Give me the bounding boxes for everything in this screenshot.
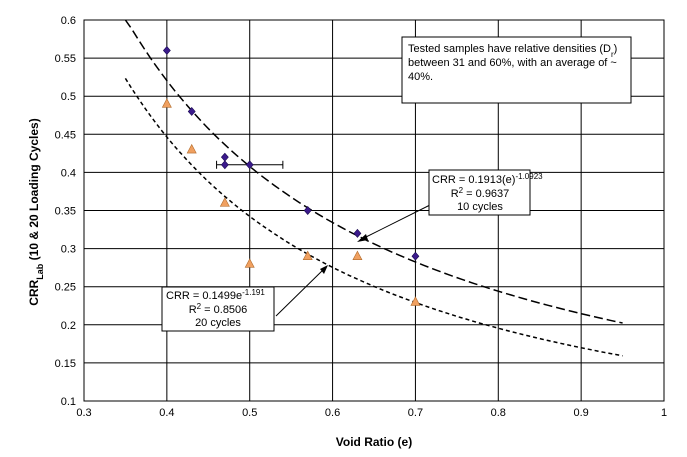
y-tick-label: 0.4 xyxy=(61,167,76,179)
data-point-10-cycles xyxy=(245,160,254,170)
data-point-20-cycles xyxy=(302,250,313,261)
x-tick-label: 0.6 xyxy=(325,407,340,419)
y-tick-label: 0.3 xyxy=(61,244,76,256)
fit-10-r2-r: R xyxy=(451,188,459,200)
y-tick-label: 0.45 xyxy=(55,129,76,141)
fit-curves xyxy=(124,19,623,357)
y-axis-title-sub: Lab xyxy=(35,263,45,280)
fit-20-r2-sup: 2 xyxy=(197,302,202,311)
note-line-1-text: Tested samples have relative densities (… xyxy=(408,43,611,55)
fit-20-equation-exp: -1.191 xyxy=(242,288,265,297)
x-axis-title: Void Ratio (e) xyxy=(336,435,412,449)
x-tick-label: 1 xyxy=(661,407,667,419)
y-axis-title: CRRLab (10 & 20 Loading Cycles) xyxy=(27,118,45,305)
data-point-20-cycles xyxy=(244,258,255,268)
note-box-frame xyxy=(401,36,632,104)
data-point-10-cycles xyxy=(220,160,229,170)
y-tick-label: 0.25 xyxy=(55,282,76,294)
x-tick-label: 0.4 xyxy=(159,407,174,419)
y-tick-label: 0.5 xyxy=(61,91,76,103)
note-line-1-sub: r xyxy=(611,50,614,59)
fit-10-r2: R2 = 0.9637 xyxy=(451,186,510,201)
note-box: Tested samples have relative densities (… xyxy=(401,36,632,104)
fit-10-label: CRR = 0.1913(e)-1.0923 R2 = 0.9637 10 cy… xyxy=(357,169,543,242)
y-axis-title-rest: (10 & 20 Loading Cycles) xyxy=(27,118,41,263)
fit-20-arrowhead xyxy=(320,265,328,274)
x-tick-label: 0.9 xyxy=(573,407,588,419)
note-line-1: Tested samples have relative densities (… xyxy=(408,43,617,59)
data-point-20-cycles xyxy=(352,250,363,261)
fit-10-equation-exp: -1.0923 xyxy=(515,172,543,181)
fit-20-label-frame xyxy=(161,286,275,332)
data-point-10-cycles xyxy=(303,206,312,215)
x-tick-label: 0.3 xyxy=(76,407,91,419)
y-tick-label: 0.6 xyxy=(61,15,76,27)
fit-curve-10-cycles xyxy=(124,19,623,324)
data-point-10-cycles xyxy=(187,106,196,116)
note-line-1-end: ) xyxy=(614,43,618,55)
fit-10-equation-base: CRR = 0.1913(e) xyxy=(432,174,515,186)
x-tick-label: 0.5 xyxy=(242,407,257,419)
fit-10-cycles: 10 cycles xyxy=(457,201,503,213)
data-points xyxy=(161,46,421,306)
fit-10-equation: CRR = 0.1913(e)-1.0923 xyxy=(432,172,543,187)
x-tick-label: 0.8 xyxy=(491,407,506,419)
fit-10-arrowhead xyxy=(357,234,368,242)
y-tick-label: 0.1 xyxy=(61,396,76,408)
data-point-20-cycles xyxy=(186,143,197,154)
fit-20-arrow xyxy=(275,267,326,317)
data-point-10-cycles xyxy=(162,46,171,55)
data-point-10-cycles xyxy=(411,251,420,261)
fit-20-cycles: 20 cycles xyxy=(195,317,241,329)
fit-20-r2-value: = 0.8506 xyxy=(201,304,247,316)
fit-20-r2: R2 = 0.8506 xyxy=(189,302,248,317)
y-axis-title-main: CRR xyxy=(27,279,41,305)
data-point-20-cycles xyxy=(161,98,172,108)
note-line-3: 40%. xyxy=(408,71,433,83)
data-point-20-cycles xyxy=(219,197,230,207)
y-tick-label: 0.35 xyxy=(55,206,76,218)
y-tick-label: 0.15 xyxy=(55,358,76,370)
y-tick-label: 0.55 xyxy=(55,53,76,65)
note-line-2: between 31 and 60%, with an average of ~ xyxy=(408,57,617,69)
fit-10-arrow xyxy=(359,203,433,241)
y-axis-tick-labels: 0.1 0.15 0.2 0.25 0.3 0.35 0.4 0.45 0.5 0.55 0.6 xyxy=(55,15,76,408)
fit-20-label: CRR = 0.1499e-1.191 R2 = 0.8506 20 cycle… xyxy=(161,265,328,332)
data-point-20-cycles xyxy=(410,296,421,306)
fit-20-r2-r: R xyxy=(189,304,197,316)
data-point-10-cycles xyxy=(353,228,362,238)
fit-20-equation-base: CRR = 0.1499e xyxy=(166,290,242,302)
fit-curve-20-cycles xyxy=(124,78,623,357)
fit-10-r2-value: = 0.9637 xyxy=(463,188,509,200)
y-tick-label: 0.2 xyxy=(61,320,76,332)
fit-10-r2-sup: 2 xyxy=(459,186,464,195)
x-tick-label: 0.7 xyxy=(408,407,423,419)
plot-area-frame xyxy=(83,19,665,402)
x-axis-tick-labels: 0.3 0.4 0.5 0.6 0.7 0.8 0.9 1 xyxy=(76,407,667,419)
fit-10-label-frame xyxy=(428,169,531,216)
fit-20-equation: CRR = 0.1499e-1.191 xyxy=(166,288,265,303)
